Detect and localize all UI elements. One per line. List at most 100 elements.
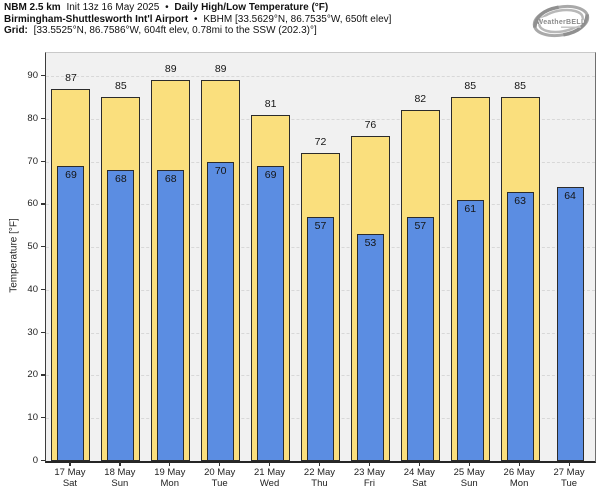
y-tick-label: 20 [27, 369, 38, 381]
bullet-separator: • [194, 13, 198, 25]
bullet-separator: • [165, 2, 169, 13]
y-tick-mark [41, 75, 45, 77]
low-bar [356, 234, 384, 461]
y-tick-label: 40 [27, 283, 38, 295]
x-tick-date: 21 May [254, 467, 286, 478]
x-tick-date: 22 May [303, 467, 336, 478]
low-value-label: 53 [364, 237, 377, 250]
grid-label: Grid: [4, 25, 28, 36]
x-tick-day: Mon [509, 478, 529, 487]
x-tick-day: Tue [561, 478, 578, 487]
x-tick-label: 23 May Fri [344, 467, 394, 487]
x-tick-mark [269, 462, 271, 466]
y-tick-label: 70 [27, 155, 38, 167]
x-tick-day: Mon [160, 478, 179, 487]
low-value-label: 57 [314, 220, 327, 233]
y-tick-mark [41, 460, 45, 462]
x-tick-date: 20 May [204, 467, 236, 478]
high-value-label: 89 [214, 63, 227, 76]
x-tick-label: 27 May Tue [544, 467, 594, 487]
x-tick-mark [418, 462, 420, 466]
gridline [46, 118, 595, 120]
x-tick-mark [568, 462, 570, 466]
low-value-label: 69 [65, 168, 77, 181]
x-tick-date: 17 May [54, 467, 86, 478]
x-tick-label: 18 May Sun [95, 467, 145, 487]
x-tick-date: 19 May [154, 467, 186, 478]
x-tick-day: Sun [460, 478, 478, 487]
title-line-1: NBM 2.5 km Init 13z 16 May 2025 • Daily … [4, 2, 394, 14]
y-tick-label: 0 [32, 455, 38, 466]
high-value-label: 82 [414, 93, 427, 106]
x-tick-mark [69, 462, 71, 466]
x-tick-date: 23 May [353, 467, 385, 478]
y-tick-mark [41, 331, 45, 333]
x-tick-day: Sat [62, 478, 78, 487]
low-value-label: 68 [115, 173, 127, 186]
y-tick-mark [41, 117, 45, 120]
low-value-label: 70 [214, 164, 227, 177]
low-bar [307, 217, 334, 461]
station-info: KBHM [33.5629°N, 86.7535°W, 650ft elev] [203, 13, 392, 25]
x-tick-date: 18 May [104, 467, 136, 478]
x-tick-day: Thu [311, 478, 328, 487]
high-value-label: 72 [314, 136, 327, 149]
y-tick-label: 60 [27, 198, 38, 210]
title-line-3: Grid: [33.5525°N, 86.7586°W, 604ft elev,… [4, 25, 394, 37]
x-tick-day: Fri [363, 478, 375, 487]
x-tick-label: 17 May Sat [45, 467, 95, 487]
x-tick-label: 26 May Mon [494, 467, 544, 487]
y-tick-mark [41, 160, 45, 162]
x-tick-date: 24 May [403, 467, 435, 478]
x-tick-mark [169, 462, 171, 466]
x-tick-label: 21 May Wed [245, 467, 295, 487]
x-tick-date: 26 May [503, 467, 535, 478]
x-tick-day: Sun [111, 478, 129, 487]
logo-text: WeatherBELL [536, 19, 585, 26]
y-tick-mark [41, 203, 45, 205]
model-name: NBM 2.5 km [4, 2, 61, 13]
y-tick-mark [41, 417, 45, 419]
x-tick-mark [219, 462, 221, 466]
y-tick-mark [41, 374, 45, 376]
chart-header: NBM 2.5 km Init 13z 16 May 2025 • Daily … [4, 2, 394, 37]
x-tick-day: Wed [259, 478, 280, 487]
product-title: Daily High/Low Temperature (°F) [174, 2, 329, 13]
y-axis-label: Temperature [°F] [8, 218, 20, 293]
y-tick-mark [41, 288, 45, 291]
station-name: Birmingham-Shuttlesworth Int'l Airport [4, 13, 189, 25]
gridline [46, 76, 595, 78]
high-value-label: 85 [464, 80, 477, 93]
x-tick-day: Tue [211, 478, 228, 487]
low-value-label: 68 [164, 173, 177, 186]
x-tick-label: 22 May Thu [295, 467, 345, 487]
weatherbell-logo: WeatherBELL [532, 4, 590, 38]
low-bar [57, 165, 85, 461]
init-time: Init 13z 16 May 2025 [66, 2, 160, 13]
y-tick-label: 90 [27, 70, 38, 82]
high-value-label: 76 [364, 118, 377, 131]
high-value-label: 81 [264, 97, 277, 110]
low-bar [506, 191, 534, 461]
x-tick-mark [368, 462, 371, 466]
low-value-label: 61 [464, 203, 477, 216]
low-value-label: 63 [514, 194, 526, 207]
y-tick-label: 80 [27, 112, 38, 124]
low-bar [207, 161, 235, 461]
x-tick-day: Sat [412, 478, 427, 487]
high-value-label: 87 [65, 71, 77, 84]
y-tick-label: 30 [27, 326, 38, 338]
low-bar [556, 187, 584, 461]
x-tick-mark [119, 462, 121, 466]
low-value-label: 57 [414, 220, 427, 233]
x-tick-date: 27 May [553, 467, 585, 478]
y-tick-label: 50 [27, 241, 38, 253]
low-bar [406, 217, 434, 461]
high-value-label: 85 [115, 80, 127, 93]
x-tick-label: 24 May Sat [394, 467, 444, 487]
x-tick-mark [319, 462, 321, 466]
low-value-label: 64 [564, 190, 576, 203]
low-bar [107, 170, 135, 461]
y-tick-mark [41, 246, 45, 248]
